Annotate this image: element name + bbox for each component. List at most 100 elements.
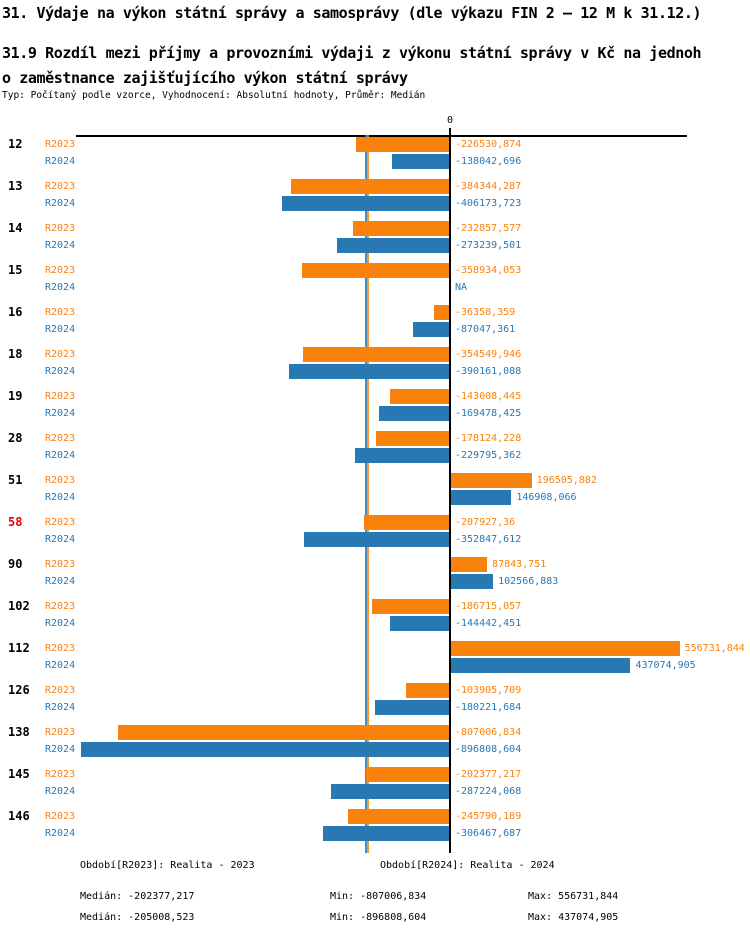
stat-min-r2024: Min: -896808,604 xyxy=(330,912,427,923)
series-label-r2023: R2023 xyxy=(45,223,76,234)
bar-r2024 xyxy=(80,742,449,757)
bar-r2024 xyxy=(288,364,449,379)
series-label-r2023: R2023 xyxy=(45,307,76,318)
bar-r2024 xyxy=(331,784,449,799)
value-label-r2024: NA xyxy=(455,282,468,293)
value-label-r2023: -186715,057 xyxy=(455,601,522,612)
series-label-r2024: R2024 xyxy=(45,534,76,545)
value-label-r2023: -103905,709 xyxy=(455,685,522,696)
bar-r2024 xyxy=(451,574,494,589)
series-label-r2024: R2024 xyxy=(45,492,76,503)
value-label-r2023: -36358,359 xyxy=(455,307,516,318)
bar-r2024 xyxy=(413,322,449,337)
legend-r2023: Období[R2023]: Realita - 2023 xyxy=(80,860,255,871)
value-label-r2024: 146908,066 xyxy=(516,492,577,503)
value-label-r2024: -352847,612 xyxy=(455,534,522,545)
value-label-r2024: -287224,068 xyxy=(455,786,522,797)
category-label: 90 xyxy=(8,557,23,571)
value-label-r2024: -406173,723 xyxy=(455,198,522,209)
bar-r2023 xyxy=(451,473,532,488)
bar-r2023 xyxy=(372,599,449,614)
category-label: 58 xyxy=(8,515,23,529)
series-label-r2023: R2023 xyxy=(45,139,76,150)
bar-r2023 xyxy=(375,431,449,446)
bar-r2023 xyxy=(301,263,449,278)
median-line-r2024 xyxy=(365,135,367,853)
bar-r2023 xyxy=(353,221,449,236)
plot-area: 12 R2023 -226530,874 R2024 -138042,696 13 R202… xyxy=(8,137,745,841)
value-label-r2024: -390161,088 xyxy=(455,366,522,377)
series-label-r2023: R2023 xyxy=(45,559,76,570)
value-label-r2024: 102566,883 xyxy=(498,576,559,587)
series-label-r2024: R2024 xyxy=(45,240,76,251)
series-label-r2024: R2024 xyxy=(45,282,76,293)
series-label-r2023: R2023 xyxy=(45,727,76,738)
series-label-r2024: R2024 xyxy=(45,618,76,629)
report-title: 31. Výdaje na výkon státní správy a samo… xyxy=(2,4,702,22)
category-label: 145 xyxy=(8,767,30,781)
bar-r2023 xyxy=(117,725,449,740)
bar-r2023 xyxy=(406,683,449,698)
category-label: 13 xyxy=(8,179,23,193)
bar-r2023 xyxy=(390,389,449,404)
series-label-r2023: R2023 xyxy=(45,181,76,192)
value-label-r2024: 437074,905 xyxy=(635,660,696,671)
series-label-r2024: R2024 xyxy=(45,786,76,797)
value-label-r2024: -306467,687 xyxy=(455,828,522,839)
category-label: 51 xyxy=(8,473,23,487)
series-label-r2024: R2024 xyxy=(45,744,76,755)
x-axis-line xyxy=(76,135,687,137)
value-label-r2023: 196505,882 xyxy=(536,475,597,486)
value-label-r2023: -358934,053 xyxy=(455,265,522,276)
category-label: 126 xyxy=(8,683,30,697)
bar-r2024 xyxy=(389,616,449,631)
series-label-r2024: R2024 xyxy=(45,198,76,209)
stat-max-r2024: Max: 437074,905 xyxy=(528,912,619,923)
bar-r2023 xyxy=(355,137,449,152)
series-label-r2024: R2024 xyxy=(45,828,76,839)
bar-r2024 xyxy=(304,532,449,547)
series-label-r2024: R2024 xyxy=(45,324,76,335)
bar-r2023 xyxy=(451,557,488,572)
value-label-r2024: -180221,684 xyxy=(455,702,522,713)
value-label-r2024: -87047,361 xyxy=(455,324,516,335)
bar-r2024 xyxy=(354,448,449,463)
series-label-r2023: R2023 xyxy=(45,643,76,654)
category-label: 146 xyxy=(8,809,30,823)
value-label-r2023: -202377,217 xyxy=(455,769,522,780)
legend-r2024: Období[R2024]: Realita - 2024 xyxy=(380,860,555,871)
stat-min-r2023: Min: -807006,834 xyxy=(330,891,427,902)
value-label-r2023: -178124,228 xyxy=(455,433,522,444)
stat-max-r2023: Max: 556731,844 xyxy=(528,891,619,902)
value-label-r2023: 556731,844 xyxy=(684,643,745,654)
series-label-r2024: R2024 xyxy=(45,576,76,587)
value-label-r2024: -229795,362 xyxy=(455,450,522,461)
series-label-r2024: R2024 xyxy=(45,702,76,713)
value-label-r2024: -144442,451 xyxy=(455,618,522,629)
bar-r2023 xyxy=(434,305,449,320)
value-label-r2023: -384344,287 xyxy=(455,181,522,192)
zero-tick xyxy=(449,128,451,135)
value-label-r2023: -232857,577 xyxy=(455,223,522,234)
stat-median-r2023: Medián: -202377,217 xyxy=(80,891,195,902)
category-label: 14 xyxy=(8,221,23,235)
zero-tick-label: 0 xyxy=(446,115,454,126)
series-label-r2023: R2023 xyxy=(45,601,76,612)
bar-r2024 xyxy=(323,826,449,841)
value-label-r2024: -273239,501 xyxy=(455,240,522,251)
category-label: 12 xyxy=(8,137,23,151)
bar-r2024 xyxy=(392,154,449,169)
series-label-r2024: R2024 xyxy=(45,450,76,461)
value-label-r2023: -807006,834 xyxy=(455,727,522,738)
value-label-r2024: -896808,604 xyxy=(455,744,522,755)
series-label-r2024: R2024 xyxy=(45,366,76,377)
bar-r2024 xyxy=(379,406,449,421)
series-label-r2023: R2023 xyxy=(45,685,76,696)
series-label-r2023: R2023 xyxy=(45,433,76,444)
bar-r2024 xyxy=(282,196,449,211)
zero-baseline xyxy=(449,135,451,853)
bar-r2024 xyxy=(451,490,512,505)
category-label: 112 xyxy=(8,641,30,655)
indicator-meta: Typ: Počítaný podle vzorce, Vyhodnocení:… xyxy=(2,90,426,101)
